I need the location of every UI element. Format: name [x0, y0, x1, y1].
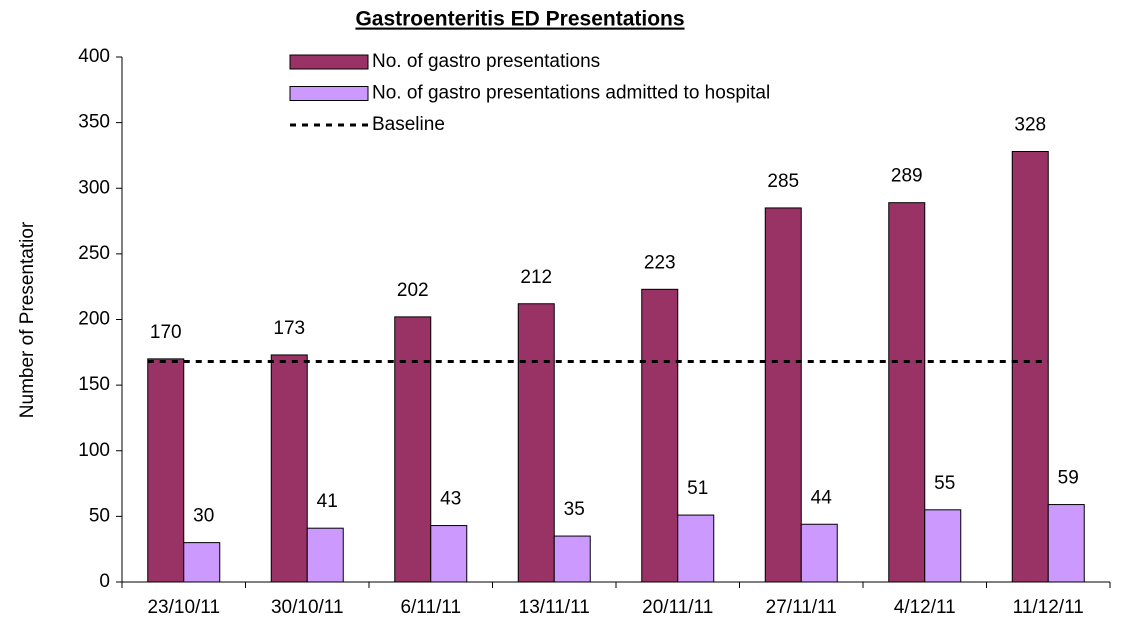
data-label: 289 [891, 166, 923, 187]
data-label: 173 [273, 318, 305, 339]
y-tick-label: 400 [78, 46, 110, 67]
x-tick-label: 4/12/11 [894, 597, 956, 618]
data-label: 285 [767, 171, 799, 192]
bar [800, 523, 838, 583]
y-tick-label: 300 [78, 177, 110, 198]
x-tick-label: 6/11/11 [400, 597, 461, 618]
y-tick-label: 350 [78, 112, 110, 133]
data-label: 43 [440, 489, 461, 510]
x-tick-label: 20/11/11 [642, 597, 713, 618]
bar [1047, 504, 1085, 583]
data-label: 212 [520, 267, 552, 288]
bar [553, 535, 591, 583]
x-tick-label: 11/12/11 [1013, 597, 1084, 618]
bar [924, 509, 962, 583]
y-tick-label: 150 [78, 374, 110, 395]
data-label: 30 [193, 506, 214, 527]
data-label: 223 [644, 252, 676, 273]
data-label: 59 [1058, 468, 1079, 489]
data-label: 328 [1014, 115, 1046, 136]
bar [394, 316, 432, 583]
y-tick-label: 100 [78, 440, 110, 461]
data-label: 35 [564, 499, 585, 520]
legend-swatch [289, 86, 369, 101]
y-tick-label: 0 [99, 571, 110, 592]
data-label: 170 [150, 322, 182, 343]
bar [764, 207, 802, 583]
x-tick-label: 23/10/11 [147, 597, 220, 618]
data-label: 202 [397, 280, 429, 301]
legend-swatch [289, 54, 369, 70]
y-tick-label: 200 [78, 309, 110, 330]
legend-label: No. of gastro presentations [372, 51, 600, 72]
y-tick-label: 50 [89, 505, 110, 526]
bar [270, 354, 308, 583]
data-label: 51 [687, 478, 708, 499]
chart-title: Gastroenteritis ED Presentations [355, 8, 684, 31]
bar [517, 303, 555, 583]
bar [183, 542, 221, 583]
bar [888, 202, 926, 583]
y-axis-label: Number of Presentatior [17, 221, 38, 418]
x-tick-label: 13/11/11 [519, 597, 590, 618]
bar [1011, 151, 1049, 583]
data-label: 44 [811, 487, 833, 508]
bar [677, 514, 715, 583]
y-tick-label: 250 [78, 243, 110, 264]
x-tick-label: 30/10/11 [271, 597, 344, 618]
x-tick-label: 27/11/11 [766, 597, 837, 618]
bar [306, 527, 344, 583]
data-label: 55 [934, 473, 955, 494]
bar [641, 288, 679, 583]
bar [147, 358, 185, 583]
data-label: 41 [317, 491, 338, 512]
bar [430, 525, 468, 583]
legend-label: Baseline [372, 114, 445, 135]
legend-label: No. of gastro presentations admitted to … [372, 83, 770, 104]
